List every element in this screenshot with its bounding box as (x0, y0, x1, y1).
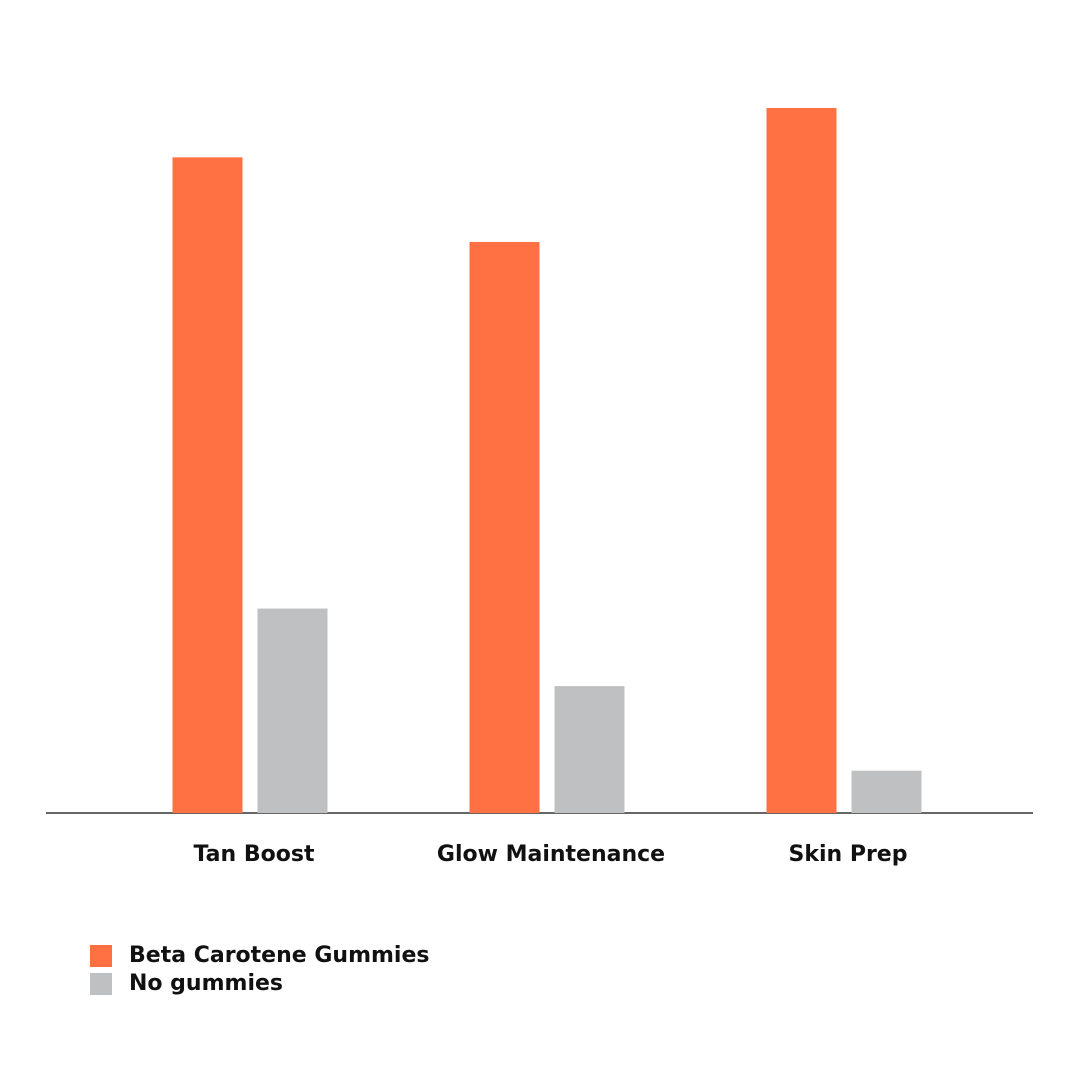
bar (766, 108, 837, 813)
x-tick-label: Tan Boost (194, 842, 315, 867)
x-tick-label: Glow Maintenance (437, 842, 665, 867)
legend-swatch (90, 945, 112, 967)
legend-label: Beta Carotene Gummies (129, 943, 429, 968)
bar (469, 241, 540, 813)
legend-swatch (90, 973, 112, 995)
bar (554, 686, 625, 813)
legend-label: No gummies (129, 971, 283, 996)
bar (257, 608, 328, 813)
x-tick-label: Skin Prep (789, 842, 908, 867)
bar (172, 157, 243, 814)
bar (851, 770, 922, 813)
